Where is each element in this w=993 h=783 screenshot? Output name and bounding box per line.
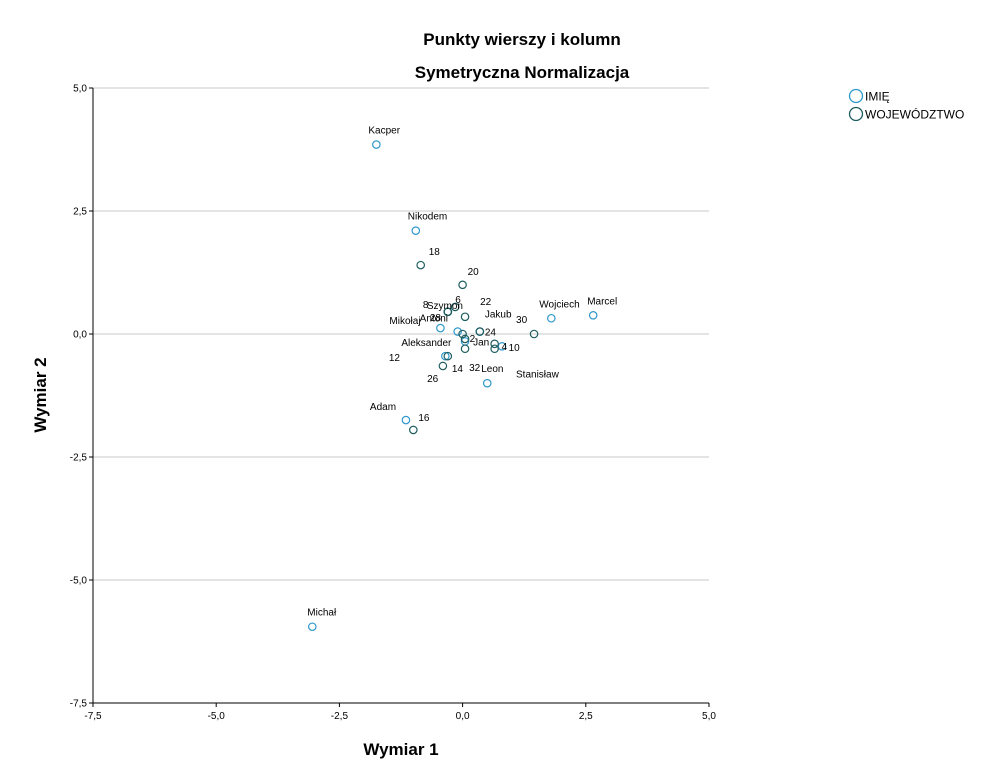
x-tick-label: 0,0 <box>456 711 470 722</box>
point-label: 4 <box>502 342 508 353</box>
wojewodztwo-point <box>475 327 485 336</box>
wojewodztwo-point <box>438 361 448 371</box>
imie-point <box>453 327 462 336</box>
imie-point <box>401 415 411 425</box>
point-label: 8 <box>423 300 429 311</box>
wojewodztwo-point <box>490 344 499 354</box>
axes <box>89 87 710 707</box>
wojewodztwo-point <box>460 344 470 354</box>
imie-point <box>497 341 507 351</box>
wojewodztwo-point <box>450 302 460 312</box>
point-label: 24 <box>485 328 497 339</box>
wojewodztwo-point <box>460 312 470 322</box>
y-tick-label: 0,0 <box>73 330 87 341</box>
point-label: Adam <box>370 402 396 413</box>
wojewodztwo-point <box>416 260 426 270</box>
point-label: 10 <box>509 343 521 354</box>
legend-label-imie: IMIĘ <box>865 90 890 104</box>
imie-point <box>482 378 492 388</box>
x-axis-title: Wymiar 1 <box>363 740 438 759</box>
wojewodztwo-point <box>460 334 470 344</box>
wojewodztwo-point <box>458 280 467 290</box>
point-label: 2 <box>470 334 476 345</box>
point-label: 20 <box>468 267 480 278</box>
imie-point <box>588 311 598 320</box>
point-label: 14 <box>452 364 464 375</box>
x-tick-label: -7,5 <box>84 711 102 722</box>
wojewodztwo-point <box>490 339 499 349</box>
imie-point <box>307 622 317 632</box>
point-label: 32 <box>469 363 481 374</box>
point-label: Antoni <box>420 314 448 325</box>
x-tick-label: 2,5 <box>579 711 593 722</box>
legend-label-wojewodztwo: WOJEWÓDZTWO <box>865 107 964 122</box>
grid-lines <box>93 87 709 581</box>
wojewodztwo-point <box>443 307 453 317</box>
legend-marker-imie <box>848 88 864 104</box>
point-label: Jakub <box>485 310 512 321</box>
point-label: 18 <box>429 247 441 258</box>
point-label: Nikodem <box>408 212 447 223</box>
point-label: Jan <box>473 337 489 348</box>
point-label: Aleksander <box>401 338 452 349</box>
point-label: Stanisław <box>516 369 560 380</box>
y-tick-label: 2,5 <box>73 207 87 218</box>
y-tick-label: -7,5 <box>70 699 88 710</box>
point-label: 28 <box>430 313 442 324</box>
legend: IMIĘ WOJEWÓDZTWO <box>848 88 964 122</box>
point-label: Szymon <box>427 301 463 312</box>
chart-subtitle: Symetryczna Normalizacja <box>415 63 630 82</box>
data-points <box>307 140 598 632</box>
imie-point <box>547 313 556 323</box>
wojewodztwo-point <box>529 329 539 339</box>
imie-point <box>441 351 450 361</box>
point-label: 26 <box>427 374 439 385</box>
y-axis-title: Wymiar 2 <box>31 357 50 432</box>
point-label: Michał <box>307 608 337 619</box>
chart-title: Punkty wierszy i kolumn <box>423 30 620 49</box>
wojewodztwo-point <box>458 329 467 339</box>
point-label: Wojciech <box>539 299 579 310</box>
wojewodztwo-point <box>409 425 418 435</box>
wojewodztwo-point <box>443 351 453 361</box>
legend-marker-wojewodztwo <box>848 106 864 122</box>
tick-labels: -7,5 -5,0 -2,5 0,0 2,5 5,0 -7,5 -5,0 -2,5 0,0 2,5 5… <box>70 84 717 723</box>
imie-point <box>372 140 381 149</box>
point-label: 6 <box>455 295 461 306</box>
point-label: Mikołaj <box>389 316 420 327</box>
point-label: Leon <box>481 364 503 375</box>
x-tick-label: -2,5 <box>331 711 349 722</box>
imie-point <box>436 323 445 333</box>
x-tick-label: 5,0 <box>702 711 716 722</box>
y-tick-label: 5,0 <box>73 84 87 95</box>
y-tick-label: -5,0 <box>70 576 88 587</box>
point-label: Marcel <box>587 296 617 307</box>
point-label: 16 <box>418 413 430 424</box>
point-label: Kacper <box>368 126 400 137</box>
imie-point <box>411 226 421 235</box>
point-label: 22 <box>480 297 492 308</box>
x-tick-label: -5,0 <box>208 711 226 722</box>
point-label: 12 <box>389 353 401 364</box>
y-tick-label: -2,5 <box>70 453 88 464</box>
point-label: 30 <box>516 315 528 326</box>
